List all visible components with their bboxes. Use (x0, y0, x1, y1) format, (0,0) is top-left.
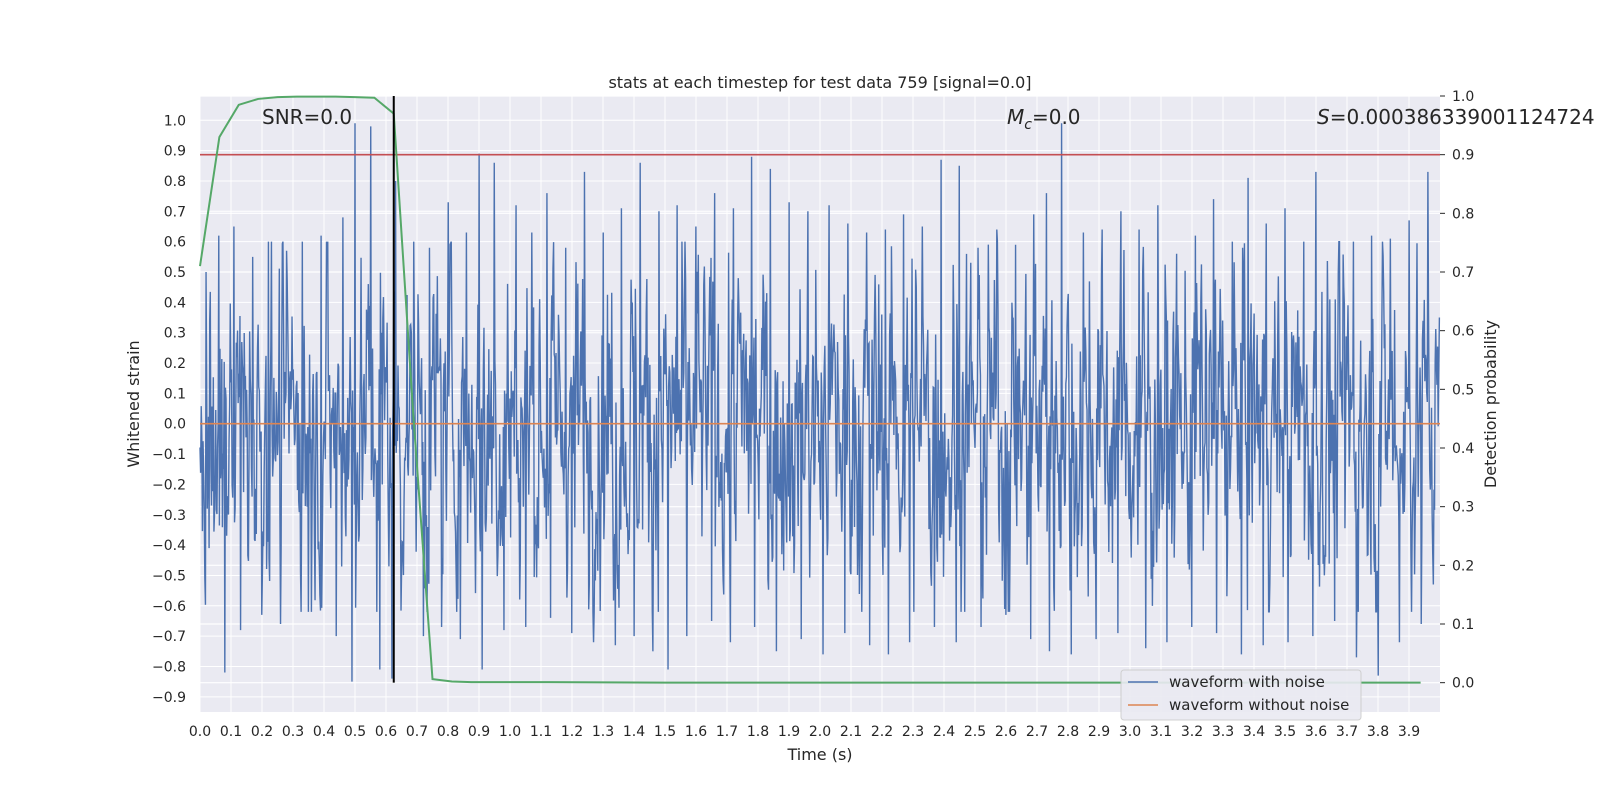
s-symbol: S (1317, 105, 1330, 129)
x-tick-label: 2.9 (1088, 724, 1110, 740)
snr-annotation: SNR=0.0 (262, 105, 352, 129)
legend-box (1120, 669, 1362, 721)
x-tick-label: 0.2 (251, 724, 273, 740)
x-tick-label: 2.7 (1026, 724, 1048, 740)
detection-probability-line (199, 95, 1421, 684)
y-tick-label: −0.5 (152, 568, 186, 584)
x-tick-label: 2.1 (840, 724, 862, 740)
x-tick-label: 2.8 (1057, 724, 1079, 740)
x-tick-label: 3.8 (1367, 724, 1389, 740)
x-tick-label: 1.3 (592, 724, 614, 740)
y-tick-label: 0.0 (164, 417, 186, 433)
x-tick-label: 1.1 (530, 724, 552, 740)
y2-tick-label: 0.7 (1452, 265, 1474, 281)
y2-tick-label: 1.0 (1452, 89, 1474, 105)
x-tick-label: 1.5 (654, 724, 676, 740)
y2-axis-label: Detection probability (1481, 320, 1500, 488)
y-tick-label: −0.7 (152, 629, 186, 645)
y2-tick-label: 0.2 (1452, 558, 1474, 574)
y2-tick-label: 0.5 (1452, 382, 1474, 398)
mc-subscript: c (1024, 117, 1032, 133)
x-tick-label: 2.3 (902, 724, 924, 740)
x-tick-label: 0.1 (220, 724, 242, 740)
x-tick-label: 0.5 (344, 724, 366, 740)
x-tick-label: 3.6 (1305, 724, 1327, 740)
x-tick-label: 0.3 (282, 724, 304, 740)
series-waveform-with-noise (199, 123, 1441, 682)
x-tick-label: 1.7 (716, 724, 738, 740)
y-tick-label: −0.2 (152, 477, 186, 493)
x-tick-label: 2.6 (995, 724, 1017, 740)
x-tick-label: 1.4 (623, 724, 645, 740)
x-tick-label: 0.8 (437, 724, 459, 740)
x-tick-label: 3.1 (1150, 724, 1172, 740)
s-annotation: S=0.000386339001124724 (1317, 105, 1595, 129)
y-tick-label: −0.8 (152, 659, 186, 675)
y2-tick-label: 0.3 (1452, 500, 1474, 516)
y-tick-label: 0.9 (164, 144, 186, 160)
x-tick-label: 2.0 (809, 724, 831, 740)
x-tick-label: 1.2 (561, 724, 583, 740)
y2-tick-label: 0.0 (1452, 676, 1474, 692)
y2-tick-label: 0.9 (1452, 148, 1474, 164)
legend-label-with-noise: waveform with noise (1169, 673, 1325, 691)
x-tick-label: 3.9 (1398, 724, 1420, 740)
x-tick-label: 3.4 (1243, 724, 1265, 740)
y-tick-label: −0.4 (152, 538, 186, 554)
y-tick-label: 0.8 (164, 174, 186, 190)
x-tick-label: 0.6 (375, 724, 397, 740)
x-tick-label: 2.5 (964, 724, 986, 740)
y-tick-label: 0.3 (164, 326, 186, 342)
x-tick-label: 0.4 (313, 724, 335, 740)
x-tick-label: 0.7 (406, 724, 428, 740)
mc-symbol: M (1007, 105, 1024, 129)
y-axis-label: Whitened strain (124, 340, 143, 467)
y-tick-label: −0.6 (152, 599, 186, 615)
x-tick-label: 3.7 (1336, 724, 1358, 740)
x-tick-label: 3.0 (1119, 724, 1141, 740)
y-tick-label: 0.5 (164, 265, 186, 281)
x-tick-label: 3.5 (1274, 724, 1296, 740)
x-axis-label: Time (s) (786, 745, 852, 764)
x-tick-label: 3.3 (1212, 724, 1234, 740)
y2-tick-label: 0.4 (1452, 441, 1474, 457)
chart-title: stats at each timestep for test data 759… (608, 73, 1031, 92)
mc-value: =0.0 (1032, 105, 1081, 129)
y-tick-label: −0.1 (152, 447, 186, 463)
legend-label-without-noise: waveform without noise (1169, 696, 1349, 714)
y-tick-label: 0.4 (164, 295, 186, 311)
x-tick-label: 3.2 (1181, 724, 1203, 740)
x-tick-label: 0.0 (189, 724, 211, 740)
y-tick-label: 0.1 (164, 386, 186, 402)
y-tick-label: −0.3 (152, 508, 186, 524)
x-tick-label: 2.4 (933, 724, 955, 740)
x-tick-label: 1.9 (778, 724, 800, 740)
x-tick-label: 0.9 (468, 724, 490, 740)
y-tick-label: 0.7 (164, 204, 186, 220)
x-tick-label: 2.2 (871, 724, 893, 740)
waveform-with-noise-line (199, 123, 1441, 682)
y-tick-label: 0.6 (164, 235, 186, 251)
mc-annotation: Mc=0.0 (1007, 105, 1081, 133)
overlay-series (199, 95, 1440, 684)
y2-tick-label: 0.6 (1452, 324, 1474, 340)
y2-tick-label: 0.1 (1452, 617, 1474, 633)
tick-labels: 0.0 0.1 0.2 0.3 0.4 0.5 0.6 0.7 0.8 0.9 1.0 1.1 1.2 1… (152, 89, 1474, 740)
legend: waveform with noise waveform without noi… (1120, 669, 1362, 721)
y-tick-label: 1.0 (164, 113, 186, 129)
y2-tick-label: 0.8 (1452, 206, 1474, 222)
y-tick-label: 0.2 (164, 356, 186, 372)
s-value: =0.000386339001124724 (1330, 105, 1595, 129)
x-tick-label: 1.0 (499, 724, 521, 740)
y-tick-label: −0.9 (152, 690, 186, 706)
x-tick-label: 1.6 (685, 724, 707, 740)
x-tick-label: 1.8 (747, 724, 769, 740)
